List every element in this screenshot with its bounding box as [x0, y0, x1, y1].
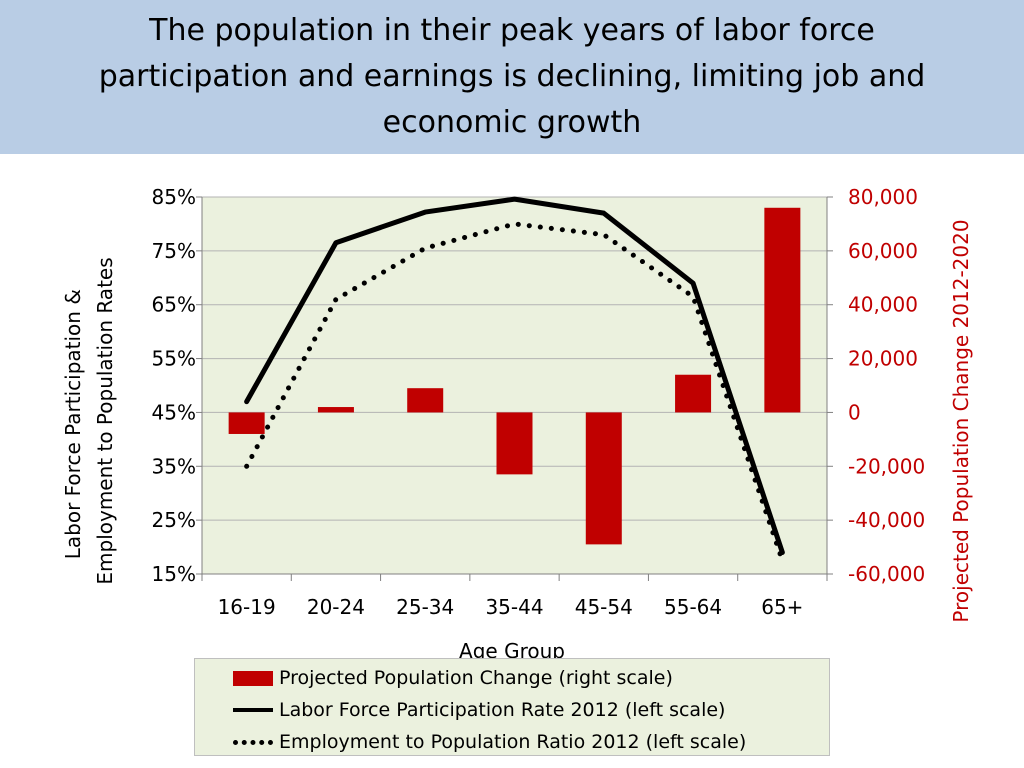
legend-solid-line-swatch: [233, 708, 273, 712]
left-tick-label: 55%: [152, 347, 196, 371]
chart-legend: Projected Population Change (right scale…: [194, 658, 830, 756]
left-axis-title-line-2: Employment to Population Rates: [93, 257, 117, 584]
bar-65+: [764, 207, 801, 413]
right-tick-label: 80,000: [848, 185, 918, 209]
bar-25-34: [407, 388, 444, 413]
bar-55-64: [675, 374, 712, 413]
bar-20-24: [317, 407, 354, 413]
left-tick-label: 15%: [152, 562, 196, 586]
legend-item-labor-force: Labor Force Participation Rate 2012 (lef…: [195, 694, 829, 726]
x-tick-label: 65+: [761, 595, 803, 619]
x-tick-label: 20-24: [307, 595, 365, 619]
right-tick-label: -40,000: [848, 508, 925, 532]
legend-item-employment-ratio: Employment to Population Ratio 2012 (lef…: [195, 726, 829, 758]
employment-ratio-line: [244, 221, 785, 564]
legend-label-employment-ratio: Employment to Population Ratio 2012 (lef…: [279, 731, 747, 753]
left-tick-label: 35%: [152, 454, 196, 478]
left-tick-label: 45%: [152, 400, 196, 424]
right-tick-label: 60,000: [848, 239, 918, 263]
left-tick-label: 85%: [152, 185, 196, 209]
x-axis-title: Age Group: [459, 639, 565, 658]
x-tick-label: 55-64: [664, 595, 722, 619]
tick-labels: 15% -60,000 25% -40,000 35% -20,000 45% 0 55% 20,…: [152, 185, 926, 619]
x-tick-label: 35-44: [485, 595, 543, 619]
combo-chart: 15% -60,000 25% -40,000 35% -20,000 45% 0 55% 20,…: [61, 185, 973, 658]
x-tick-label: 45-54: [575, 595, 633, 619]
left-tick-label: 75%: [152, 239, 196, 263]
population-change-bars: [228, 207, 801, 545]
bar-45-54: [585, 412, 622, 545]
bar-16-19: [228, 412, 265, 434]
left-tick-label: 65%: [152, 293, 196, 317]
left-tick-label: 25%: [152, 508, 196, 532]
legend-label-population-change: Projected Population Change (right scale…: [279, 667, 673, 689]
right-tick-label: 20,000: [848, 347, 918, 371]
labor-force-line: [244, 196, 785, 555]
axes: [196, 196, 833, 581]
x-tick-label: 25-34: [396, 595, 454, 619]
rate-lines: [244, 196, 785, 564]
right-axis-title: Projected Population Change 2012-2020: [949, 219, 973, 622]
legend-item-population-change: Projected Population Change (right scale…: [195, 662, 829, 694]
right-tick-label: 40,000: [848, 293, 918, 317]
left-axis-title: Labor Force Participation & Employment t…: [61, 257, 117, 584]
legend-dotted-line-swatch: [233, 739, 273, 745]
title-banner: The population in their peak years of la…: [0, 0, 1024, 154]
legend-label-labor-force: Labor Force Participation Rate 2012 (lef…: [279, 699, 726, 721]
right-tick-label: -60,000: [848, 562, 925, 586]
legend-bar-swatch: [233, 670, 273, 686]
bar-35-44: [496, 412, 533, 475]
plot-area: [202, 197, 827, 574]
slide-title: The population in their peak years of la…: [98, 13, 926, 140]
right-tick-label: 0: [848, 400, 861, 424]
x-tick-label: 16-19: [218, 595, 276, 619]
right-tick-label: -20,000: [848, 454, 925, 478]
left-axis-title-line-1: Labor Force Participation &: [61, 289, 85, 559]
